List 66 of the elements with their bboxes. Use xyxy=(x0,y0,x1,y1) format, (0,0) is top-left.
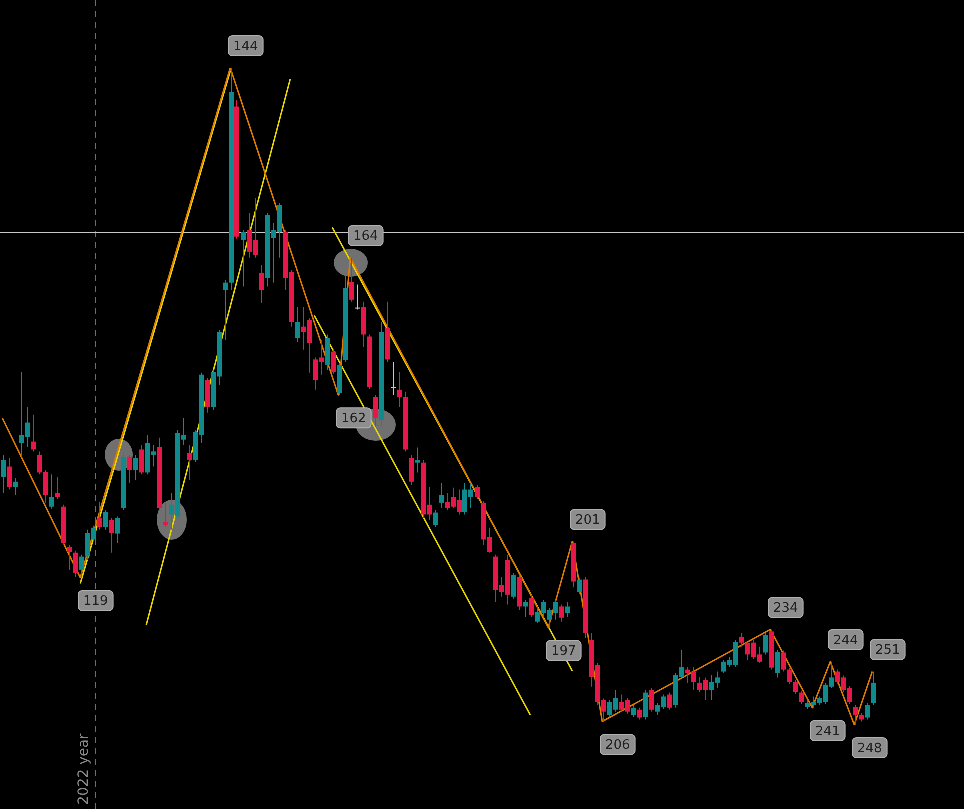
candlestick xyxy=(115,516,120,544)
annotation: 241 xyxy=(815,724,840,740)
candlestick xyxy=(241,230,246,288)
candlestick xyxy=(163,502,168,528)
candlestick xyxy=(97,502,102,530)
candlestick xyxy=(355,284,360,310)
candlestick xyxy=(31,414,36,452)
candlestick xyxy=(73,550,78,578)
candlestick xyxy=(763,632,768,656)
annotation: 119 xyxy=(83,594,108,610)
candlestick xyxy=(631,704,636,718)
candlestick xyxy=(781,650,786,672)
candlestick xyxy=(55,476,60,500)
annotation: 234 xyxy=(773,601,798,616)
candlestick xyxy=(409,454,414,486)
candlestick xyxy=(259,264,264,304)
annotation: 244 xyxy=(833,633,858,648)
candlestick xyxy=(397,372,402,408)
candlestick xyxy=(373,394,378,428)
candlestick xyxy=(529,594,534,618)
candlestick xyxy=(7,458,12,490)
text: 144 xyxy=(233,39,258,54)
candlestick xyxy=(577,577,582,595)
annotation: 197 xyxy=(551,644,576,660)
annotation: 162 xyxy=(341,412,366,427)
text: 248 xyxy=(857,741,882,756)
candlestick xyxy=(775,650,780,678)
candlestick xyxy=(565,602,570,618)
candlestick xyxy=(739,632,744,648)
candlestick xyxy=(439,482,444,509)
candlestick xyxy=(79,554,84,578)
candlestick xyxy=(787,667,792,685)
candlestick xyxy=(649,688,654,712)
candlestick xyxy=(793,680,798,695)
candlestick xyxy=(391,362,396,396)
candlestick xyxy=(559,604,564,622)
candlestick xyxy=(331,349,336,375)
candlestick xyxy=(295,306,300,342)
annotation: 164 xyxy=(353,229,378,244)
candlestick xyxy=(871,671,876,706)
candlestick xyxy=(799,690,804,704)
candlestick xyxy=(109,518,114,554)
annotation: 201 xyxy=(575,513,600,528)
candlestick xyxy=(223,280,228,340)
candlestick xyxy=(1,454,6,494)
text: 206 xyxy=(605,738,630,754)
candlestick xyxy=(865,702,870,720)
candlestick xyxy=(133,454,138,480)
annotation: 251 xyxy=(875,643,900,658)
candlestick xyxy=(49,474,54,510)
candlestick xyxy=(523,600,528,618)
candlestick xyxy=(103,510,108,530)
candlestick xyxy=(67,544,72,570)
candlestick xyxy=(511,572,516,600)
candlestick xyxy=(637,707,642,720)
candlestick xyxy=(187,444,192,480)
candlestick xyxy=(475,484,480,500)
candlestick xyxy=(415,447,420,474)
candlestick xyxy=(433,510,438,528)
candlestick xyxy=(349,257,354,302)
text: 2022 year xyxy=(76,733,92,805)
candlestick xyxy=(853,704,858,726)
candlestick xyxy=(667,692,672,710)
candlestick xyxy=(13,477,18,496)
candlestick xyxy=(139,444,144,476)
candlestick xyxy=(127,454,132,484)
